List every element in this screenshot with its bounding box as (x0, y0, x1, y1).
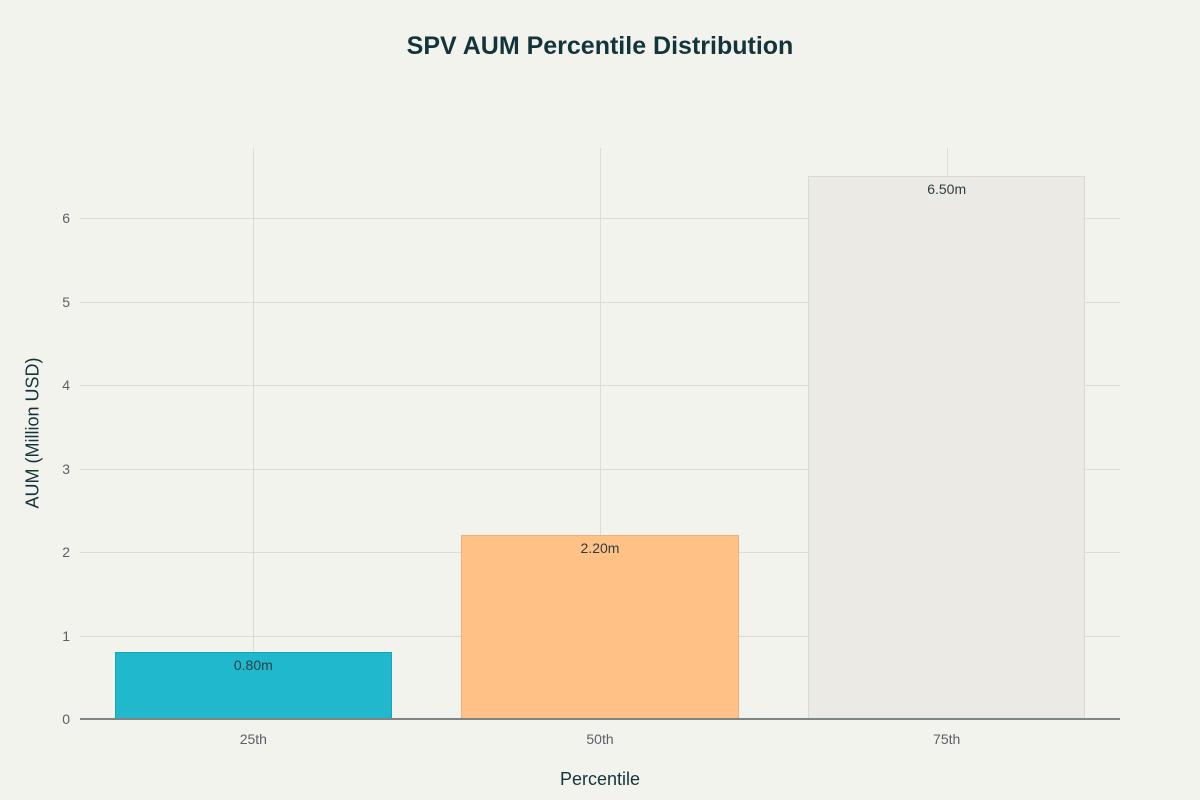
chart-title: SPV AUM Percentile Distribution (406, 32, 794, 60)
bar-50th[interactable]: 2.20m (461, 535, 739, 719)
gridline-vertical (253, 148, 255, 719)
bar-value-label: 0.80m (233, 657, 273, 674)
bar-value-label: 6.50m (927, 181, 967, 198)
bar-25th[interactable]: 0.80m (114, 652, 392, 719)
y-tick-label: 4 (62, 377, 70, 393)
y-tick-label: 6 (62, 210, 70, 226)
plot-area: 0.80m 2.20m 6.50m (80, 148, 1120, 719)
y-tick-label: 3 (62, 460, 70, 477)
x-tick-label: 50th (586, 731, 614, 747)
y-tick-label: 2 (62, 544, 70, 560)
x-tick-label: 25th (239, 731, 267, 747)
bar-75th[interactable]: 6.50m (808, 176, 1086, 719)
x-tick-label: 75th (933, 731, 961, 747)
y-tick-label: 5 (62, 293, 70, 310)
gridline-vertical (600, 148, 601, 719)
y-tick-label: 1 (62, 627, 70, 644)
y-tick-label: 0 (62, 711, 70, 727)
bar-value-label: 2.20m (580, 540, 620, 557)
x-axis-label: Percentile (559, 769, 641, 789)
x-axis-line (80, 718, 1120, 720)
